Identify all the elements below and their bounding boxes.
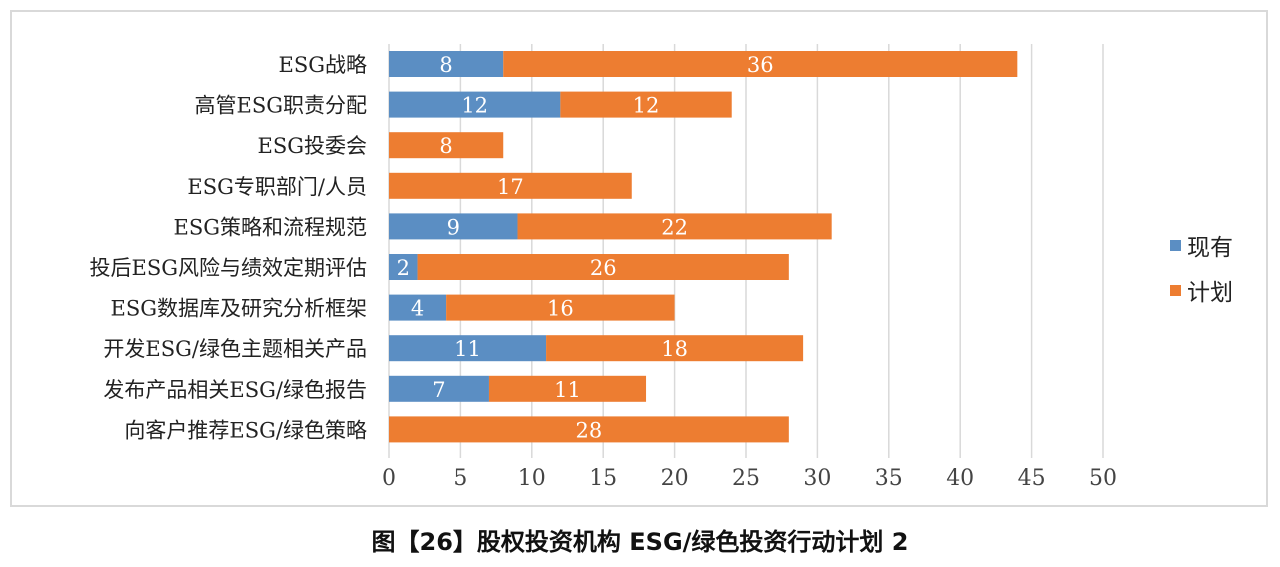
data-label-existing-5: 2 [397, 256, 410, 280]
bar-existing-8 [389, 375, 489, 402]
data-label-planned-2: 8 [439, 134, 452, 158]
data-label-planned-4: 22 [661, 215, 688, 239]
data-label-existing-7: 11 [454, 337, 481, 361]
x-tick-label-40: 40 [946, 466, 974, 491]
data-label-existing-6: 4 [411, 297, 424, 321]
bar-existing-4 [389, 213, 518, 240]
legend-swatch-planned [1170, 284, 1181, 296]
x-tick-label-25: 25 [732, 466, 760, 491]
legend-label-planned: 计划 [1187, 280, 1233, 306]
chart-frame: 0 5 10 15 20 25 30 35 40 45 50 ESG战略 8 36 高管ESG职责分配 12 1… [10, 10, 1268, 507]
x-tick-label-0: 0 [382, 466, 396, 491]
x-tick-label-5: 5 [453, 466, 467, 491]
x-tick-label-15: 15 [589, 466, 617, 491]
x-tick-label-50: 50 [1089, 466, 1117, 491]
x-tick-label-20: 20 [661, 466, 689, 491]
category-label-5: 投后ESG风险与绩效定期评估 [90, 256, 368, 280]
legend-swatch-existing [1170, 239, 1181, 251]
data-label-existing-0: 8 [439, 53, 452, 77]
bar-planned-0 [503, 51, 1018, 77]
data-label-existing-8: 7 [432, 378, 445, 402]
bar-planned-2 [389, 132, 504, 159]
bar-existing-5 [389, 254, 418, 280]
x-tick-label-35: 35 [875, 466, 903, 491]
bar-chart: 0 5 10 15 20 25 30 35 40 45 50 ESG战略 8 36 高管ESG职责分配 12 1… [90, 44, 1117, 491]
legend-label-existing: 现有 [1187, 235, 1233, 261]
bar-planned-5 [417, 254, 789, 280]
data-label-planned-7: 18 [661, 337, 688, 361]
category-label-6: ESG数据库及研究分析框架 [111, 297, 368, 321]
bar-planned-3 [389, 172, 632, 199]
data-label-planned-0: 36 [747, 53, 774, 77]
chart-caption: 图【26】股权投资机构 ESG/绿色投资行动计划 2 [371, 528, 909, 556]
x-tick-label-10: 10 [518, 466, 546, 491]
bar-planned-9 [389, 416, 789, 443]
data-label-planned-3: 17 [497, 175, 524, 199]
category-label-7: 开发ESG/绿色主题相关产品 [103, 337, 367, 361]
data-label-planned-6: 16 [547, 297, 574, 321]
category-label-0: ESG战略 [279, 53, 368, 77]
category-label-9: 向客户推荐ESG/绿色策略 [124, 418, 367, 442]
legend-item-existing: 现有 [1170, 228, 1233, 262]
category-label-3: ESG专职部门/人员 [187, 175, 367, 199]
data-label-planned-1: 12 [633, 94, 660, 118]
data-label-existing-1: 12 [461, 94, 488, 118]
data-label-planned-5: 26 [590, 256, 617, 280]
bar-existing-0 [389, 51, 504, 77]
bar-existing-7 [389, 335, 547, 362]
bar-planned-7 [546, 335, 804, 362]
category-label-4: ESG策略和流程规范 [174, 215, 368, 239]
legend-item-planned: 计划 [1170, 273, 1233, 307]
data-label-planned-9: 28 [576, 418, 603, 442]
category-label-8: 发布产品相关ESG/绿色报告 [103, 378, 367, 402]
category-label-1: 高管ESG职责分配 [195, 94, 368, 118]
data-label-planned-8: 11 [554, 378, 581, 402]
bar-planned-8 [488, 375, 647, 402]
category-label-2: ESG投委会 [258, 134, 368, 158]
bar-existing-6 [389, 294, 447, 321]
bar-planned-1 [560, 91, 732, 118]
x-tick-label-45: 45 [1018, 466, 1046, 491]
bar-existing-1 [389, 91, 561, 118]
x-tick-label-30: 30 [803, 466, 831, 491]
data-label-existing-4: 9 [447, 215, 460, 239]
bar-planned-6 [446, 294, 675, 321]
bar-planned-4 [517, 213, 832, 240]
